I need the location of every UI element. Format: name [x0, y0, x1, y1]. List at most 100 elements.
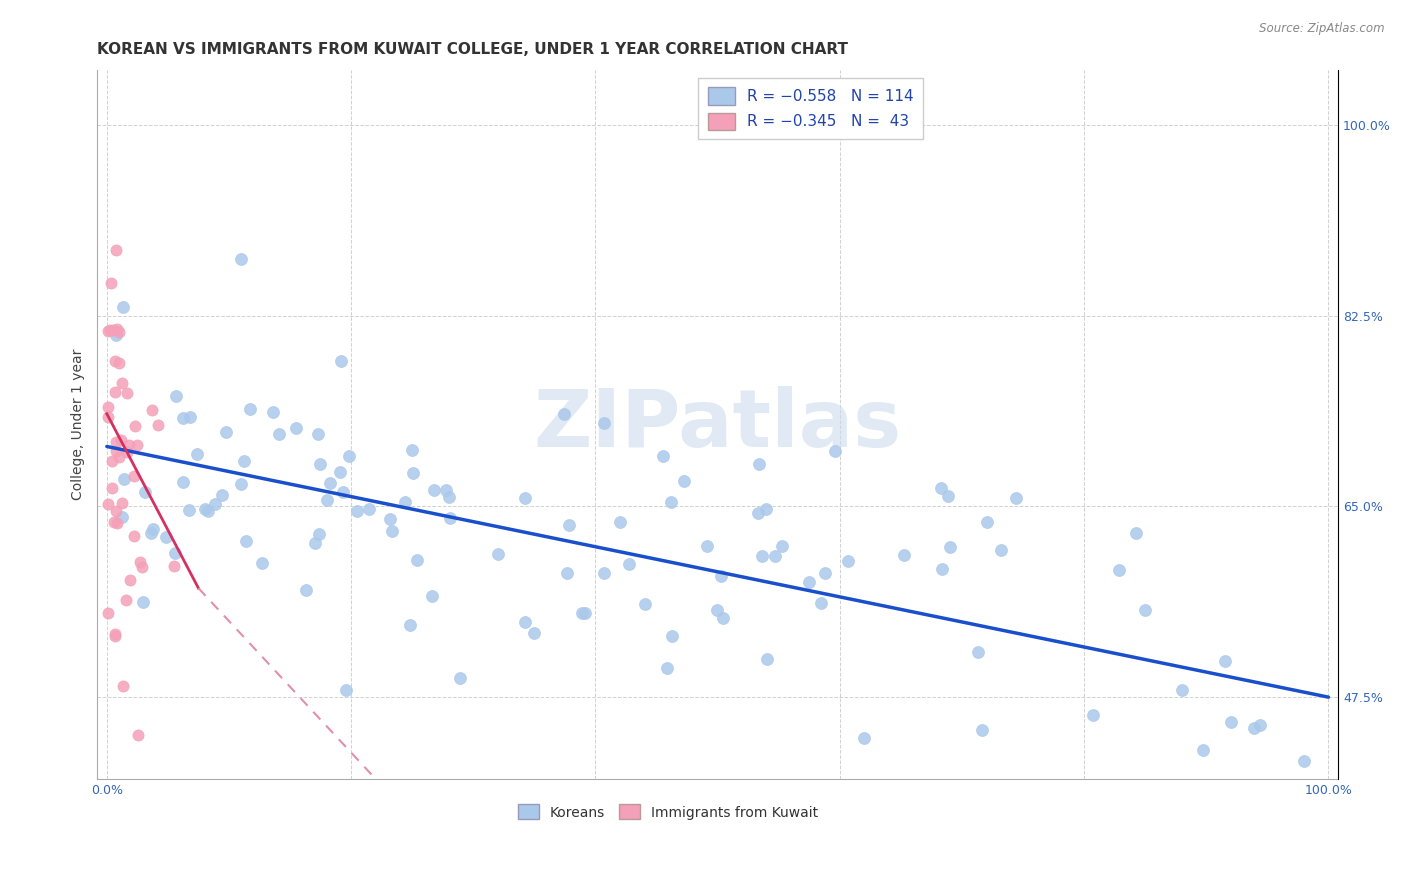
- Point: [122, 529, 145, 543]
- Point: [357, 502, 380, 516]
- Point: [405, 553, 427, 567]
- Point: [120, 573, 142, 587]
- Point: [394, 494, 416, 508]
- Point: [1249, 718, 1271, 732]
- Point: [706, 603, 728, 617]
- Point: [105, 516, 128, 530]
- Point: [97, 409, 120, 424]
- Point: [100, 453, 122, 467]
- Point: [515, 491, 537, 505]
- Point: [422, 483, 444, 498]
- Point: [112, 472, 135, 486]
- Point: [515, 615, 537, 630]
- Point: [634, 597, 657, 611]
- Point: [748, 457, 770, 471]
- Point: [97, 324, 120, 338]
- Point: [420, 589, 443, 603]
- Point: [172, 475, 194, 490]
- Point: [104, 504, 127, 518]
- Point: [215, 425, 238, 439]
- Point: [111, 376, 134, 391]
- Point: [1135, 603, 1157, 617]
- Point: [574, 606, 596, 620]
- Point: [115, 386, 138, 401]
- Point: [105, 328, 128, 343]
- Point: [163, 559, 186, 574]
- Point: [1005, 491, 1028, 505]
- Point: [976, 515, 998, 529]
- Point: [118, 438, 141, 452]
- Point: [853, 731, 876, 745]
- Point: [122, 468, 145, 483]
- Point: [747, 507, 769, 521]
- Point: [177, 502, 200, 516]
- Point: [307, 426, 329, 441]
- Point: [571, 606, 593, 620]
- Point: [797, 574, 820, 589]
- Point: [1081, 708, 1104, 723]
- Point: [97, 401, 120, 415]
- Point: [308, 526, 330, 541]
- Point: [100, 277, 122, 291]
- Point: [486, 547, 509, 561]
- Point: [186, 447, 208, 461]
- Point: [401, 443, 423, 458]
- Point: [131, 559, 153, 574]
- Point: [262, 404, 284, 418]
- Text: KOREAN VS IMMIGRANTS FROM KUWAIT COLLEGE, UNDER 1 YEAR CORRELATION CHART: KOREAN VS IMMIGRANTS FROM KUWAIT COLLEGE…: [97, 42, 848, 57]
- Point: [1125, 525, 1147, 540]
- Text: ZIPatlas: ZIPatlas: [533, 385, 901, 464]
- Point: [98, 323, 121, 337]
- Point: [1171, 682, 1194, 697]
- Point: [229, 252, 252, 266]
- Point: [553, 407, 575, 421]
- Point: [751, 549, 773, 564]
- Point: [931, 562, 953, 576]
- Point: [155, 530, 177, 544]
- Point: [938, 489, 960, 503]
- Point: [337, 450, 360, 464]
- Point: [229, 476, 252, 491]
- Point: [129, 556, 152, 570]
- Point: [124, 418, 146, 433]
- Point: [104, 626, 127, 640]
- Point: [132, 595, 155, 609]
- Point: [232, 454, 254, 468]
- Point: [165, 389, 187, 403]
- Point: [179, 410, 201, 425]
- Point: [711, 611, 734, 625]
- Point: [399, 618, 422, 632]
- Point: [112, 300, 135, 314]
- Point: [111, 510, 134, 524]
- Point: [673, 474, 696, 488]
- Point: [204, 497, 226, 511]
- Point: [125, 438, 148, 452]
- Point: [661, 630, 683, 644]
- Point: [619, 557, 641, 571]
- Point: [929, 481, 952, 495]
- Point: [1192, 743, 1215, 757]
- Point: [108, 450, 131, 464]
- Point: [107, 325, 129, 339]
- Point: [315, 493, 337, 508]
- Point: [104, 385, 127, 400]
- Point: [105, 244, 128, 258]
- Point: [449, 671, 471, 685]
- Point: [103, 516, 125, 530]
- Y-axis label: College, Under 1 year: College, Under 1 year: [72, 349, 86, 500]
- Point: [437, 491, 460, 505]
- Point: [593, 566, 616, 580]
- Point: [114, 593, 136, 607]
- Point: [346, 504, 368, 518]
- Point: [267, 427, 290, 442]
- Point: [108, 356, 131, 370]
- Point: [657, 660, 679, 674]
- Point: [304, 536, 326, 550]
- Point: [110, 433, 132, 447]
- Point: [378, 512, 401, 526]
- Point: [163, 546, 186, 560]
- Point: [105, 444, 128, 458]
- Point: [1219, 715, 1241, 730]
- Point: [765, 549, 787, 564]
- Point: [555, 566, 578, 581]
